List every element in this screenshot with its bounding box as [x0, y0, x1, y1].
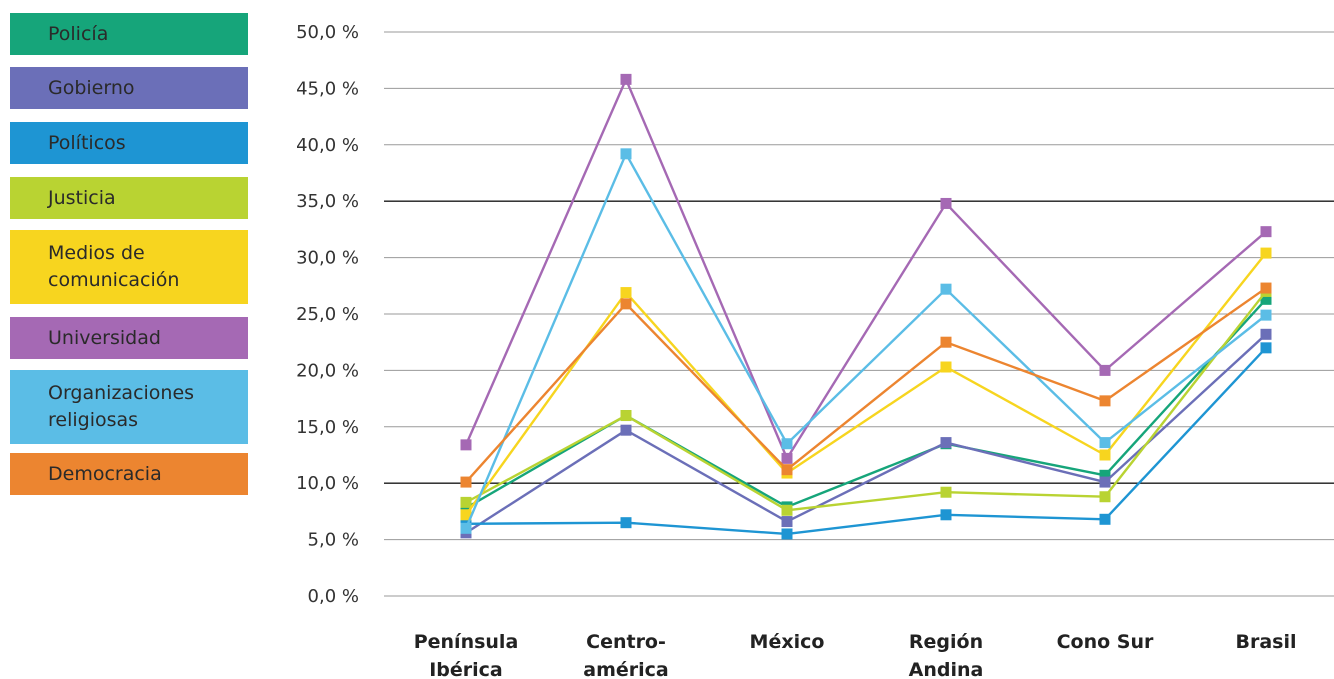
data-point	[940, 361, 952, 373]
legend-item: Medios de comunicación	[10, 230, 248, 304]
data-point	[620, 287, 632, 299]
series-line	[465, 287, 1267, 483]
legend-item: Justicia	[10, 177, 248, 219]
data-point	[460, 509, 472, 521]
series-line	[464, 78, 1267, 460]
series-1	[460, 293, 1272, 514]
y-tick-label: 45,0 %	[296, 78, 359, 99]
data-point	[1260, 226, 1272, 238]
y-tick-label: 10,0 %	[296, 473, 359, 494]
data-point	[1099, 364, 1111, 376]
legend-item: Democracia	[10, 453, 248, 495]
series-line	[465, 290, 1267, 512]
series-2	[460, 328, 1272, 539]
data-point	[1099, 476, 1111, 488]
series-line	[465, 333, 1267, 534]
data-point	[460, 496, 472, 508]
data-point	[781, 516, 793, 528]
y-tick-label: 0,0 %	[308, 586, 359, 607]
data-point	[781, 504, 793, 516]
data-point	[1260, 309, 1272, 321]
data-point	[940, 336, 952, 348]
legend-item: Organizaciones religiosas	[10, 370, 248, 444]
y-tick-label: 30,0 %	[296, 248, 359, 269]
data-point	[1260, 328, 1272, 340]
y-tick-label: 50,0 %	[296, 22, 359, 43]
data-point	[781, 464, 793, 476]
legend-item: Policía	[10, 13, 248, 55]
series-6	[460, 73, 1272, 464]
data-point	[1099, 395, 1111, 407]
legend-item: Políticos	[10, 122, 248, 164]
x-category-label: Brasil	[1235, 631, 1296, 653]
series-line	[464, 152, 1267, 529]
data-point	[1099, 513, 1111, 525]
legend-item: Gobierno	[10, 67, 248, 109]
data-point	[1260, 293, 1272, 305]
y-tick-label: 40,0 %	[296, 135, 359, 156]
data-point	[940, 283, 952, 295]
series-8	[460, 282, 1272, 488]
data-point	[620, 517, 632, 529]
y-tick-label: 15,0 %	[296, 417, 359, 438]
data-point	[1260, 282, 1272, 294]
data-point	[940, 486, 952, 498]
x-category-label: Región Andina	[909, 631, 984, 679]
data-point	[781, 528, 793, 540]
data-point	[940, 197, 952, 209]
data-point	[620, 298, 632, 310]
series-5	[460, 247, 1272, 521]
data-point	[1260, 247, 1272, 259]
data-point	[460, 476, 472, 488]
x-category-label: México	[750, 631, 825, 653]
data-point	[1260, 342, 1272, 354]
data-point	[1099, 491, 1111, 503]
data-point	[460, 522, 472, 534]
y-tick-label: 20,0 %	[296, 360, 359, 381]
data-point	[460, 502, 472, 514]
series-line	[465, 347, 1267, 536]
y-tick-label: 5,0 %	[308, 530, 359, 551]
data-point	[781, 438, 793, 450]
data-point	[620, 410, 632, 422]
data-point	[1099, 449, 1111, 461]
data-point	[460, 439, 472, 451]
data-point	[940, 437, 952, 449]
data-point	[620, 73, 632, 85]
gridlines	[384, 31, 1334, 597]
x-category-label: Centro-américa	[583, 631, 668, 679]
data-point	[1099, 437, 1111, 449]
x-category-label: Cono Sur	[1057, 631, 1154, 653]
series-7	[460, 148, 1272, 534]
legend-item: Universidad	[10, 317, 248, 359]
data-point	[781, 452, 793, 464]
x-category-label: Península Ibérica	[414, 631, 519, 679]
y-tick-label: 25,0 %	[296, 304, 359, 325]
y-tick-label: 35,0 %	[296, 191, 359, 212]
data-point	[620, 148, 632, 160]
data-point	[1099, 469, 1111, 481]
data-point	[940, 509, 952, 521]
data-point	[620, 424, 632, 436]
